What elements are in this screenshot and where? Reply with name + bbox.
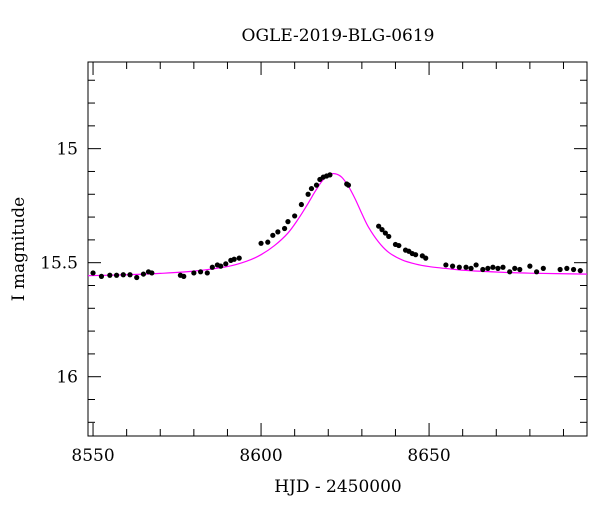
data-point [468,265,474,271]
data-point [258,240,264,246]
data-point [140,271,147,277]
data-point [285,219,291,225]
data-point [500,264,506,270]
data-point [305,191,311,197]
data-point [495,265,501,271]
x-tick-label: 8650 [407,446,450,466]
plot-area: 8550 8600 8650 15 15.5 16 [40,61,588,466]
data-point [292,213,298,219]
data-point [113,272,120,278]
data-point [281,225,288,232]
data-point [308,185,315,192]
data-point [396,242,402,249]
data-point [270,232,276,238]
data-point [327,172,333,178]
data-point [485,265,491,271]
data-point [534,269,540,275]
data-point [540,265,546,271]
y-tick-label: 15.5 [40,254,78,274]
data-point [127,272,133,278]
data-point [379,227,385,233]
data-point [197,269,204,275]
model-curve [87,172,588,277]
data-point [149,270,155,276]
data-point [376,223,382,229]
data-point [98,273,105,279]
data-point [120,272,126,278]
chart-title: OGLE-2019-BLG-0619 [242,26,435,46]
data-point [490,264,496,270]
data-point [236,255,242,261]
data-point [204,270,210,276]
data-point [413,252,419,258]
x-tick-label: 8550 [71,446,114,466]
data-point [386,233,392,240]
data-point [231,256,237,262]
data-point [570,266,577,273]
data-point [423,255,429,261]
data-point [191,270,197,276]
data-point [517,266,523,273]
data-point [218,263,224,269]
data-point [134,274,140,281]
data-point [512,265,518,271]
x-tick-label: 8600 [239,446,282,466]
data-point [313,182,320,188]
data-point [463,264,469,270]
data-point [557,266,563,273]
data-point [107,272,113,278]
data-point [223,261,229,267]
data-point [443,262,449,268]
data-point [564,265,570,271]
x-axis-label: HJD - 2450000 [274,477,402,497]
data-point [577,268,583,274]
data-point [456,264,462,270]
data-point [473,262,479,268]
y-axis-label: I magnitude [9,197,29,301]
data-point [527,263,533,269]
data-point [345,182,352,188]
data-point [209,264,215,270]
data-point [298,201,304,208]
data-point [275,229,281,235]
data-point [265,239,271,245]
y-tick-label: 16 [56,368,78,388]
plot-frame [87,61,588,437]
data-point [507,269,513,275]
y-tick-label: 15 [56,140,78,160]
data-point [449,263,456,269]
data-point [382,230,388,236]
data-point [181,273,187,279]
data-point [480,266,486,273]
data-point [90,270,96,276]
